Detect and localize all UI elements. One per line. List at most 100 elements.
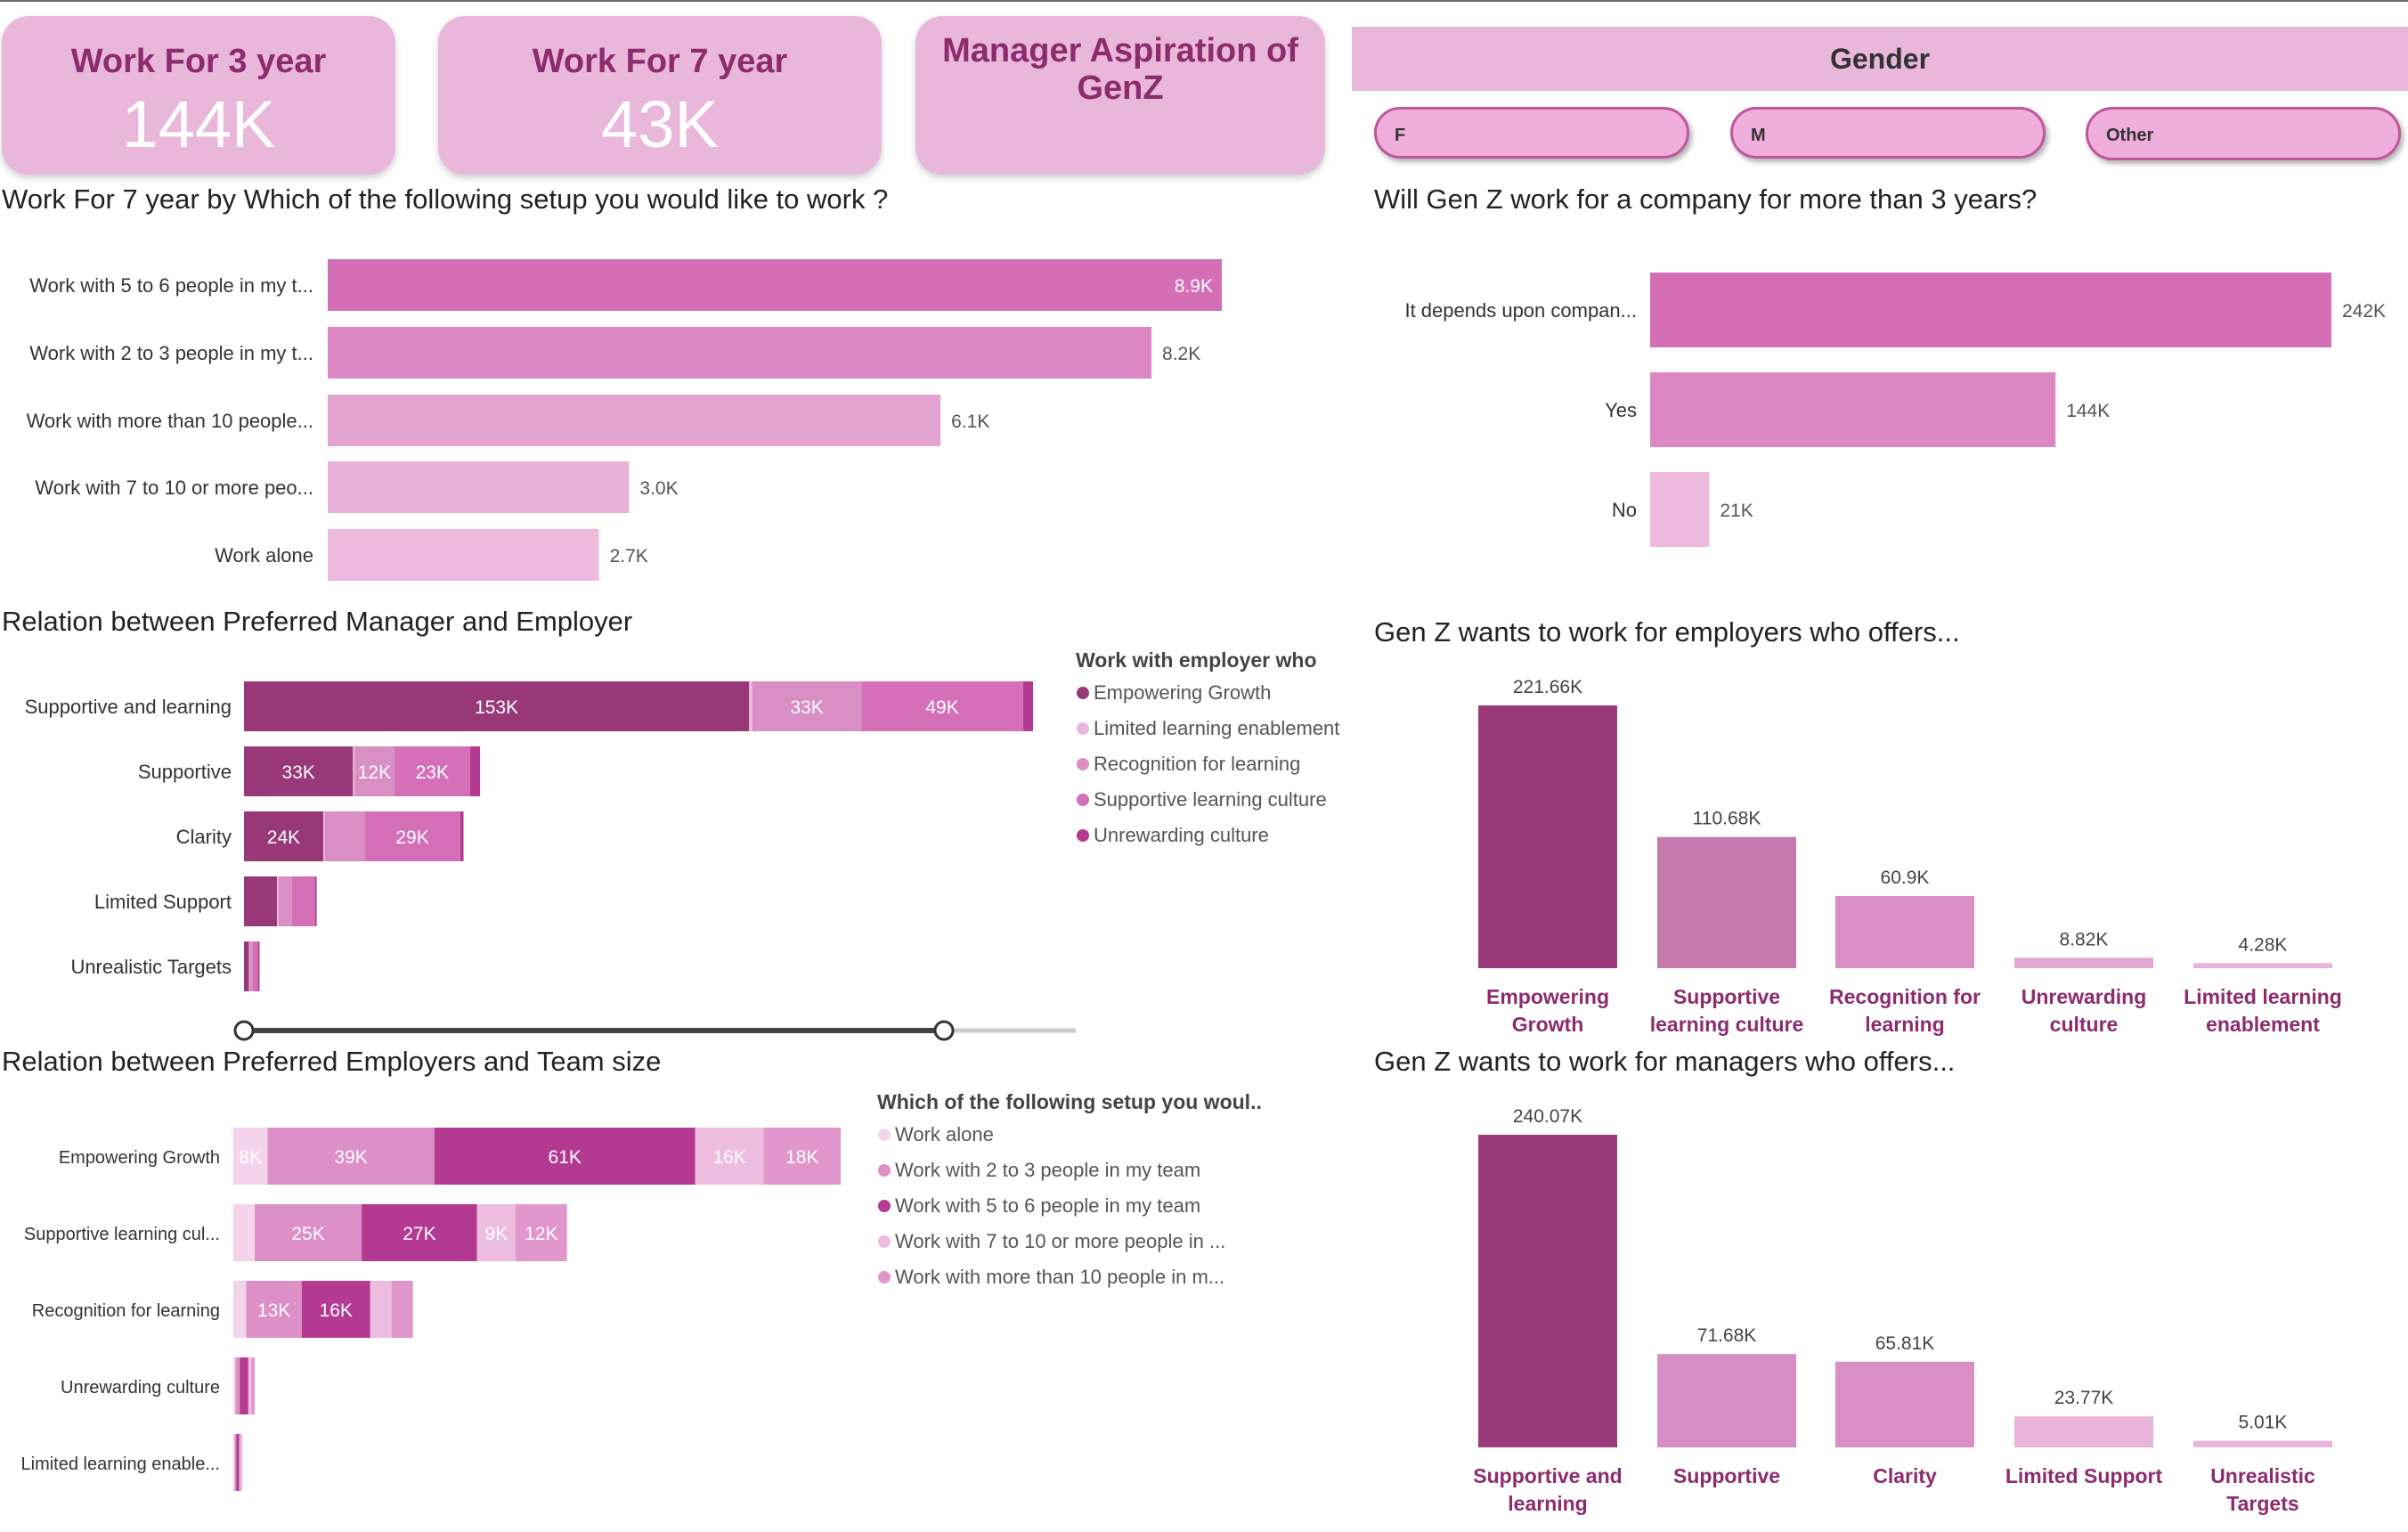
- segment-label: 49K: [925, 697, 958, 718]
- data-label: 240.07K: [1513, 1106, 1582, 1127]
- gender-option-other[interactable]: Other: [2086, 107, 2401, 160]
- category-label: Work with 7 to 10 or more peo...: [35, 477, 313, 499]
- data-label: 8.9K: [1175, 276, 1213, 297]
- stacked-segment: [362, 1204, 477, 1261]
- data-label: 23.77K: [2054, 1388, 2114, 1408]
- bar: [2193, 963, 2332, 968]
- category-label: learning: [1865, 1013, 1944, 1036]
- segment-label: 39K: [334, 1147, 367, 1168]
- data-label: 21K: [1720, 501, 1753, 521]
- bar: [2193, 1440, 2332, 1447]
- card-title: Work For 3 year: [70, 43, 327, 80]
- category-label: Yes: [1605, 399, 1637, 421]
- stacked-segment: [301, 1281, 370, 1338]
- category-label: Supportive: [1673, 985, 1780, 1008]
- category-label: learning culture: [1650, 1013, 1804, 1036]
- stacked-segment: [233, 1434, 235, 1491]
- top-border: [0, 0, 2408, 2]
- card-manager-aspiration: Manager Aspiration of GenZ: [915, 16, 1325, 175]
- stacked-segment: [354, 746, 395, 796]
- category-label: Unrealistic Targets: [70, 956, 232, 978]
- data-label: 5.01K: [2239, 1413, 2288, 1433]
- data-label: 4.28K: [2239, 934, 2288, 955]
- category-label: Empowering: [1486, 985, 1609, 1008]
- bar: [328, 529, 599, 581]
- card-value: 144K: [121, 87, 276, 161]
- stacked-segment: [234, 1434, 237, 1491]
- stacked-segment: [235, 1357, 240, 1414]
- stacked-segment: [233, 1357, 236, 1414]
- data-label: 65.81K: [1875, 1333, 1935, 1354]
- data-label: 8.82K: [2060, 929, 2109, 949]
- category-label: Recognition for: [1829, 985, 1981, 1008]
- stacked-segment: [695, 1128, 764, 1185]
- stacked-segment: [370, 1281, 392, 1338]
- data-label: 144K: [2066, 401, 2110, 421]
- bar: [328, 259, 1222, 311]
- stacked-segment: [515, 1204, 567, 1261]
- bar: [1650, 273, 2331, 347]
- stacked-segment: [246, 1281, 302, 1338]
- stacked-segment: [469, 746, 481, 796]
- stacked-segment: [364, 811, 460, 861]
- segment-label: 25K: [291, 1224, 324, 1244]
- segment-label: 29K: [395, 827, 428, 848]
- card-work-7-year: Work For 7 year 43K: [438, 16, 882, 175]
- category-label: Work with 2 to 3 people in my t...: [29, 342, 313, 364]
- category-label: Limited learning enable...: [21, 1455, 220, 1474]
- stacked-segment: [244, 941, 249, 991]
- category-label: Limited learning: [2184, 985, 2342, 1008]
- category-label: Limited Support: [2005, 1464, 2163, 1487]
- bar: [328, 461, 630, 513]
- legend-item: Work alone: [895, 1123, 994, 1145]
- bar: [1657, 836, 1796, 968]
- segment-label: 12K: [525, 1224, 557, 1244]
- stacked-segment: [752, 681, 862, 731]
- bar: [1478, 1135, 1617, 1447]
- category-label: Clarity: [176, 826, 232, 848]
- stacked-segment: [255, 1204, 362, 1261]
- data-label: 110.68K: [1693, 809, 1761, 829]
- segment-label: 33K: [790, 697, 823, 718]
- legend-marker: [1077, 722, 1089, 735]
- stacked-segment: [749, 681, 752, 731]
- slider-handle-end[interactable]: [933, 1020, 955, 1041]
- stacked-segment: [763, 1128, 841, 1185]
- gender-option-m[interactable]: M: [1730, 107, 2046, 159]
- category-label: Work alone: [215, 544, 313, 566]
- gender-option-f[interactable]: F: [1374, 107, 1689, 159]
- category-label: Unrewarding: [2022, 985, 2147, 1008]
- slider-handle-start[interactable]: [233, 1020, 255, 1041]
- stacked-segment: [244, 746, 354, 796]
- legend-marker: [878, 1271, 891, 1283]
- legend-item: Work with 7 to 10 or more people in ...: [895, 1230, 1225, 1252]
- stacked-segment: [257, 941, 260, 991]
- legend-marker: [1077, 829, 1089, 842]
- segment-label: 24K: [267, 827, 300, 848]
- stacked-segment: [277, 876, 279, 926]
- bar: [328, 327, 1152, 379]
- segment-label: 8K: [239, 1147, 262, 1168]
- segment-label: 12K: [358, 762, 391, 783]
- legend-item: Supportive learning culture: [1094, 788, 1327, 811]
- stacked-segment: [324, 811, 365, 861]
- stacked-segment: [240, 1357, 248, 1414]
- stacked-segment: [267, 1128, 435, 1185]
- category-label: Supportive learning cul...: [24, 1225, 220, 1244]
- data-label: 2.7K: [610, 546, 648, 566]
- category-label: Work with more than 10 people...: [27, 410, 313, 432]
- stacked-segment: [236, 1434, 240, 1491]
- segment-label: 16K: [712, 1147, 745, 1168]
- data-label: 242K: [2342, 301, 2386, 322]
- gender-slicer-header: Gender: [1352, 27, 2408, 91]
- chart-title-employer-teamsize: Relation between Preferred Employers and…: [2, 1046, 662, 1077]
- legend-item: Work with 5 to 6 people in my team: [895, 1194, 1200, 1217]
- stacked-segment: [353, 746, 355, 796]
- legend-marker: [1077, 687, 1089, 699]
- bar: [2014, 958, 2153, 968]
- category-label: enablement: [2206, 1013, 2320, 1036]
- stacked-segment: [248, 941, 250, 991]
- category-label: Supportive and learning: [25, 696, 232, 718]
- legend-item: Empowering Growth: [1094, 681, 1271, 704]
- stacked-segment: [391, 1281, 413, 1338]
